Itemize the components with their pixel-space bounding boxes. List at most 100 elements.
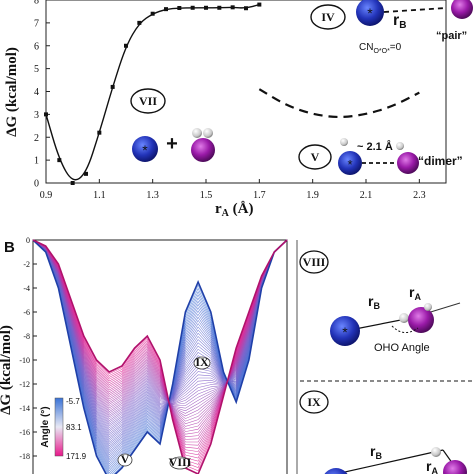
data-point-marker [177, 6, 182, 11]
data-point-marker [164, 7, 168, 12]
y-tick-label: 3 [34, 110, 39, 121]
y-tick-label: -6 [23, 308, 30, 317]
inset-ix-purple-molecule [443, 460, 467, 474]
y-tick-label: 7 [34, 18, 39, 29]
panel-a: 0 1 2 3 4 5 6 7 8 0.9 1.1 1.3 1.5 1.7 1.9 2.1 2.3 ΔG (k… [4, 0, 473, 219]
x-tick-label: 1.1 [93, 190, 106, 201]
y-tick-label: -18 [19, 452, 30, 461]
y-tick-label: -12 [19, 380, 30, 389]
state-ix-marker-label: IX [195, 355, 209, 369]
state-viii-marker [169, 456, 191, 470]
colorbar-tick-bottom: 171.9 [66, 452, 87, 461]
x-tick-label: 1.5 [200, 190, 213, 201]
colorbar-tick-mid: 83.1 [66, 423, 82, 432]
water-molecule-icon [191, 128, 215, 162]
state-v-marker [117, 453, 133, 467]
panel-a-y-ticks: 0 1 2 3 4 5 6 7 8 [34, 0, 50, 190]
state-ix-marker [193, 356, 211, 370]
y-tick-label: -2 [23, 260, 30, 269]
y-tick-label: 4 [34, 87, 39, 98]
y-tick-label: -4 [23, 284, 30, 293]
y-tick-label: 6 [34, 41, 39, 52]
star-marker: * [142, 142, 148, 158]
inset-ix-blue-ion [324, 468, 348, 474]
dimer-purple-molecule [396, 142, 419, 174]
plus-sign: + [166, 133, 178, 155]
y-tick-label: 0 [26, 236, 30, 245]
x-label-unit: (Å) [229, 201, 254, 217]
inset-ix-ellipse [299, 390, 329, 414]
panel-b-y-ticks: 0-2-4-6-8-10-12-14-16-18-20 [19, 236, 37, 461]
state-viii-marker-label: VIII [169, 455, 192, 469]
data-point-marker [217, 5, 222, 10]
state-vii-label: VII [139, 94, 157, 108]
data-point-marker [230, 5, 235, 10]
y-tick-label: -8 [23, 332, 30, 341]
colorbar-label: Angle (°) [40, 406, 51, 447]
data-point-marker [190, 5, 195, 10]
star-marker: * [347, 157, 352, 172]
inset-viii-ra-label: rA [409, 284, 421, 302]
y-tick-label: -10 [19, 356, 30, 365]
x-tick-label: 0.9 [40, 190, 53, 201]
inset-ix-rb-line [335, 449, 444, 474]
pair-rb-dash [383, 7, 447, 13]
y-tick-label: 2 [34, 133, 39, 144]
panel-b-y-axis-label: ΔG (kcal/mol) [0, 325, 14, 415]
pair-blue-ion: * [356, 0, 384, 26]
inset-ix-ra-label: rA [426, 458, 438, 474]
y-tick-label: -16 [19, 428, 30, 437]
data-point-marker [110, 84, 115, 89]
state-v-label: V [311, 150, 320, 164]
data-point-marker [70, 181, 75, 185]
dimer-blue-ion: * [338, 138, 362, 175]
inset-viii-hydrogen-2 [424, 303, 432, 311]
data-point-marker [137, 20, 142, 25]
panel-a-series [44, 2, 420, 185]
data-point-marker [57, 158, 62, 163]
x-tick-label: 1.3 [146, 190, 159, 201]
panel-a-plot-frame [45, 0, 447, 184]
colorbar-tick-top: -5.7 [66, 397, 80, 406]
inset-ix-label: IX [307, 395, 321, 409]
inset-ix-rb-label: rB [370, 443, 382, 461]
y-tick-label: 0 [34, 179, 39, 190]
data-point-marker [97, 130, 102, 135]
max-angle-series-line [32, 239, 288, 474]
star-marker: * [367, 5, 373, 21]
cn-label: CNO*O*=0 [359, 42, 402, 55]
inset-ix: IX rB rA [299, 390, 467, 474]
x-tick-label: 2.1 [360, 190, 373, 201]
state-v-ellipse [298, 144, 332, 170]
data-point-marker [244, 6, 248, 11]
dimer-label: “dimer” [418, 154, 463, 168]
panel-b: B 0-2-4-6-8-10-12-14-16-18-20 ΔG (kcal/m… [0, 236, 474, 474]
panel-a-y-axis-label: ΔG (kcal/mol) [4, 47, 20, 137]
pair-purple-molecule [451, 0, 473, 19]
pair-label: “pair” [436, 30, 467, 42]
state-iv-ellipse [310, 4, 346, 30]
reactant-ion: * [132, 136, 158, 162]
x-label-sub: A [222, 208, 230, 219]
angle-curve [32, 239, 288, 465]
panel-a-x-axis-label: rA (Å) [215, 201, 253, 219]
panel-b-letter: B [4, 239, 15, 256]
data-point-marker [124, 43, 128, 48]
data-point-marker [44, 112, 48, 117]
y-tick-label: 5 [34, 64, 39, 75]
x-tick-label: 2.3 [413, 190, 426, 201]
y-tick-label: 1 [34, 156, 39, 167]
star-marker: * [342, 324, 348, 340]
angle-curve [32, 239, 288, 462]
x-tick-label: 1.7 [253, 190, 266, 201]
min-angle-series-line [32, 239, 288, 474]
dimer-distance-label: ~ 2.1 Å [357, 140, 393, 153]
inset-viii-blue-ion [330, 316, 360, 346]
data-point-marker [257, 2, 262, 7]
state-iv-label: IV [321, 10, 335, 24]
data-point-marker [150, 11, 155, 16]
inset-viii: VIII * rB rA OHO Angle [299, 250, 461, 354]
panel-b-series [32, 239, 288, 474]
colorbar [54, 397, 64, 457]
